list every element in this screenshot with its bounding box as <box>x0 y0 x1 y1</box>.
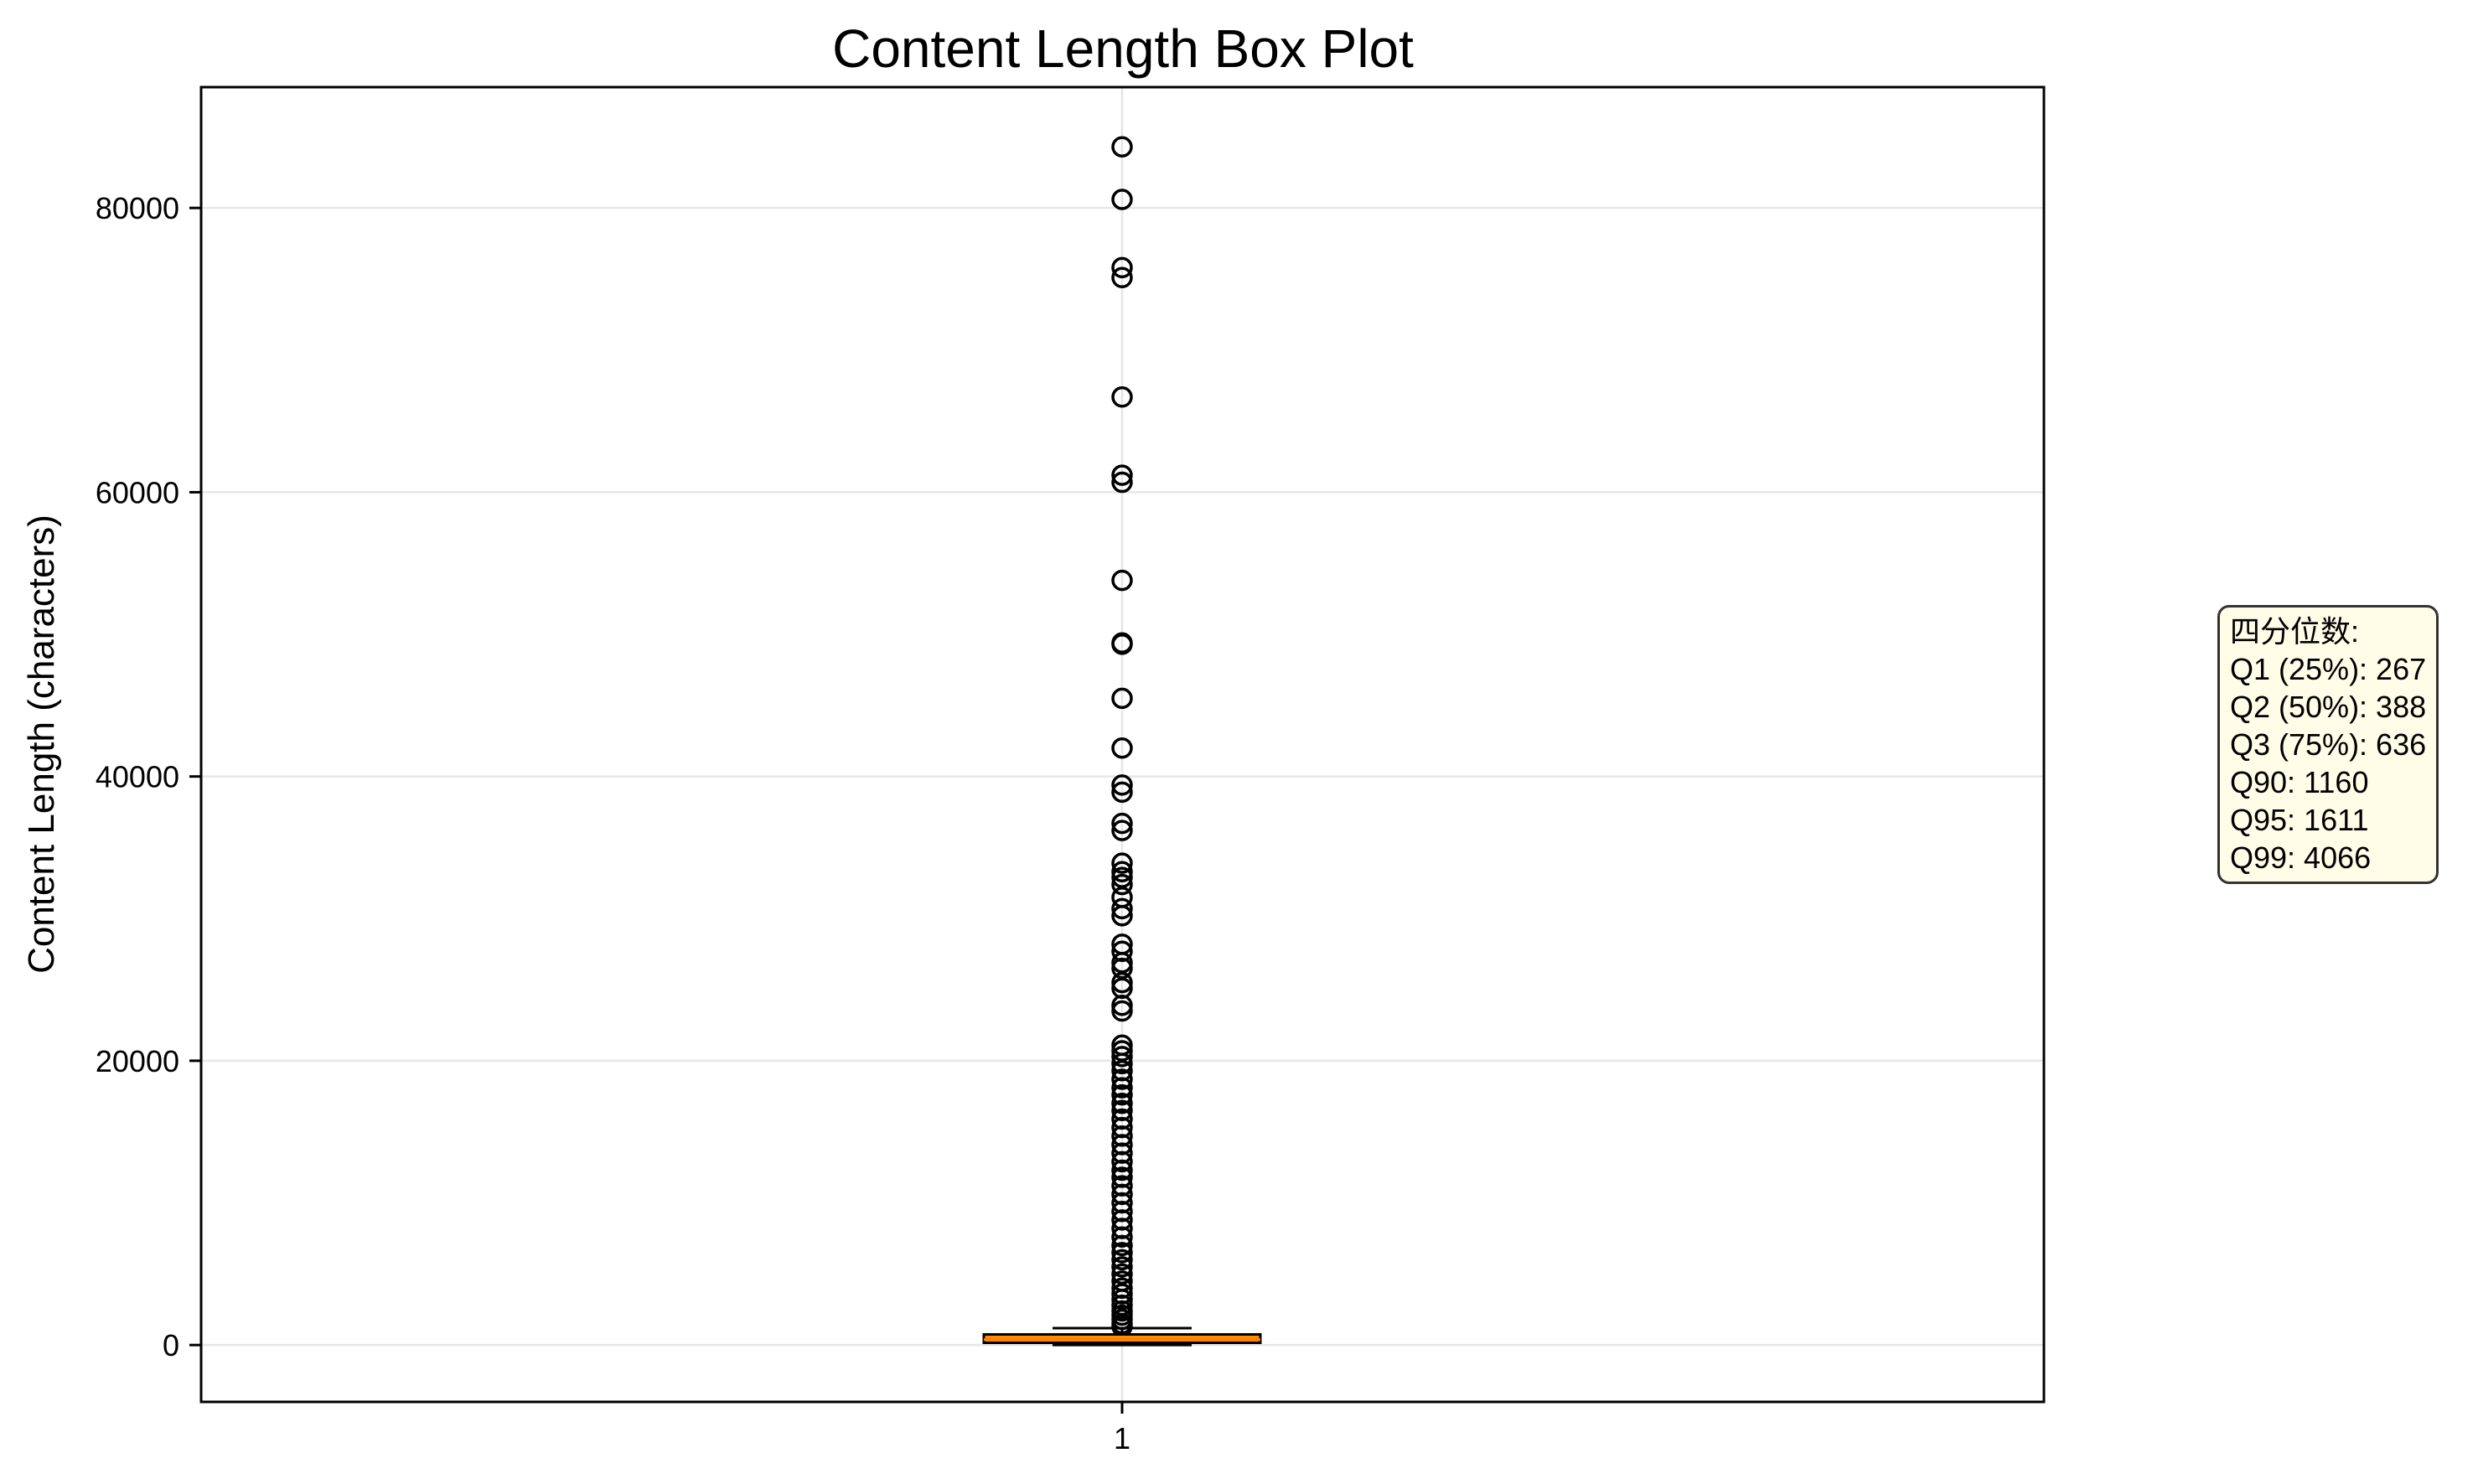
outlier-point <box>1111 1226 1133 1248</box>
y-tick-label: 80000 <box>96 191 179 225</box>
annotation-line-q1: Q1 (25%): 267 <box>2230 652 2427 686</box>
y-tick-label: 20000 <box>96 1044 179 1078</box>
x-axis-ticks: 1 <box>1114 1402 1130 1456</box>
outlier-point <box>1111 471 1133 494</box>
outlier-point <box>1111 774 1133 796</box>
outlier-point <box>1111 1150 1133 1173</box>
outlier-point <box>1111 1249 1133 1271</box>
outlier-point <box>1111 569 1133 592</box>
quartile-annotation: 四分位数: Q1 (25%): 267 Q2 (50%): 388 Q3 (75… <box>2217 605 2439 884</box>
annotation-line-q90: Q90: 1160 <box>2230 765 2369 799</box>
annotation-line-q3: Q3 (75%): 636 <box>2230 727 2427 762</box>
y-tick-label: 0 <box>163 1328 179 1362</box>
outlier-point <box>1111 464 1133 486</box>
outlier-point <box>1111 256 1133 279</box>
outlier-point <box>1111 1000 1133 1022</box>
outlier-point <box>1111 1068 1133 1090</box>
outlier-point <box>1111 189 1133 210</box>
outlier-point <box>1111 1256 1133 1278</box>
plot-frame <box>199 85 2046 1404</box>
outlier-point <box>1111 971 1133 994</box>
outlier-point <box>1111 995 1133 1016</box>
outlier-point <box>1111 737 1133 759</box>
outlier-point <box>1111 812 1133 835</box>
outlier-point <box>1111 905 1133 927</box>
outlier-point <box>1111 136 1133 158</box>
outlier-point <box>1111 781 1133 804</box>
outlier-point <box>1111 873 1133 896</box>
chart-title: Content Length Box Plot <box>832 18 1414 79</box>
y-axis-label: Content Length (characters) <box>21 514 62 974</box>
outlier-point <box>1111 687 1133 710</box>
x-tick-label: 1 <box>1114 1421 1130 1456</box>
outlier-point <box>1111 266 1133 289</box>
outlier-point <box>1111 386 1133 408</box>
outlier-point <box>1111 1083 1133 1106</box>
outlier-point <box>1111 897 1133 920</box>
outlier-point <box>1111 1242 1133 1264</box>
outlier-point <box>1111 820 1133 841</box>
outlier-point <box>1111 861 1133 883</box>
box-plot-series <box>982 136 1262 1347</box>
outlier-point <box>1111 1093 1133 1114</box>
outlier-point <box>1111 1234 1133 1257</box>
annotation-line-q95: Q95: 1611 <box>2230 803 2369 837</box>
outlier-point <box>1111 1159 1133 1182</box>
annotation-line-q2: Q2 (50%): 388 <box>2230 690 2427 724</box>
annotation-line-q99: Q99: 4066 <box>2230 840 2372 875</box>
y-axis-ticks: 0 20000 40000 60000 80000 <box>96 191 201 1362</box>
y-tick-label: 60000 <box>96 475 179 509</box>
outlier-point <box>1111 1046 1133 1068</box>
y-tick-label: 40000 <box>96 760 179 794</box>
outlier-point <box>1111 1052 1133 1075</box>
outlier-point <box>1111 852 1133 874</box>
annotation-heading: 四分位数: <box>2230 614 2360 649</box>
outlier-point <box>1111 1077 1133 1099</box>
outlier-point <box>1111 633 1133 655</box>
